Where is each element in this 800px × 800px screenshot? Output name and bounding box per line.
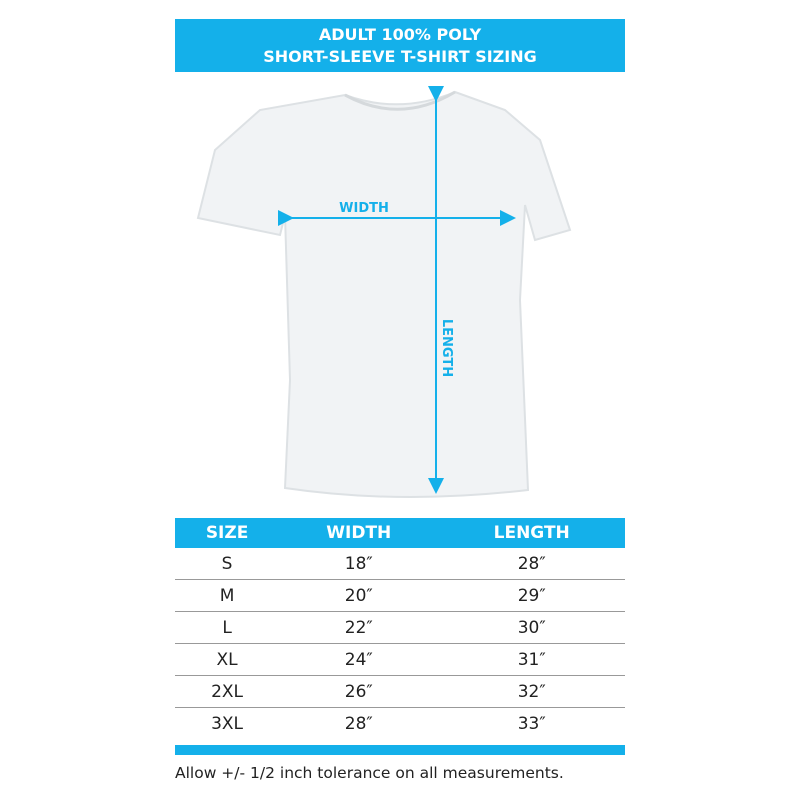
cell-length: 29″ xyxy=(438,579,625,612)
table-row: L 22″ 30″ xyxy=(175,611,625,644)
width-label: WIDTH xyxy=(339,201,389,216)
table-row: M 20″ 29″ xyxy=(175,579,625,612)
cell-size: XL xyxy=(175,643,280,676)
cell-width: 22″ xyxy=(279,611,439,644)
size-table: SIZE WIDTH LENGTH S 18″ 28″ M 20″ 29″ L 22″ 30″ X… xyxy=(175,518,625,739)
column-header-size: SIZE xyxy=(175,518,280,548)
bottom-bar xyxy=(175,745,625,755)
column-header-width: WIDTH xyxy=(279,518,439,548)
cell-length: 30″ xyxy=(438,611,625,644)
cell-length: 31″ xyxy=(438,643,625,676)
tshirt-image xyxy=(196,90,572,498)
cell-length: 28″ xyxy=(438,548,625,580)
length-label: LENGTH xyxy=(439,319,454,377)
cell-width: 28″ xyxy=(344,713,373,734)
cell-length: 33″ xyxy=(517,713,546,734)
cell-size: M xyxy=(175,579,280,612)
tshirt-diagram: WIDTH LENGTH xyxy=(196,86,572,498)
tolerance-note: Allow +/- 1/2 inch tolerance on all meas… xyxy=(175,764,564,782)
cell-width: 18″ xyxy=(279,548,439,580)
cell-width: 20″ xyxy=(279,579,439,612)
cell-length: 32″ xyxy=(438,675,625,708)
table-row: S 18″ 28″ xyxy=(175,548,625,580)
column-header-length: LENGTH xyxy=(438,518,625,548)
table-row: 2XL 26″ 32″ xyxy=(175,675,625,708)
cell-size: L xyxy=(175,611,280,644)
cell-size: S xyxy=(175,548,280,580)
title-banner: ADULT 100% POLY SHORT-SLEEVE T-SHIRT SIZ… xyxy=(175,19,625,72)
cell-width: 24″ xyxy=(279,643,439,676)
title-line-2: SHORT-SLEEVE T-SHIRT SIZING xyxy=(263,46,537,66)
cell-size: 2XL xyxy=(175,675,280,708)
cell-size: 3XL xyxy=(211,713,244,734)
table-row: 3XL 28″ 33″ xyxy=(175,708,625,740)
table-header-row: SIZE WIDTH LENGTH xyxy=(175,518,625,548)
title-line-1: ADULT 100% POLY xyxy=(318,24,482,44)
table-row: XL 24″ 31″ xyxy=(175,643,625,676)
cell-width: 26″ xyxy=(279,675,439,708)
